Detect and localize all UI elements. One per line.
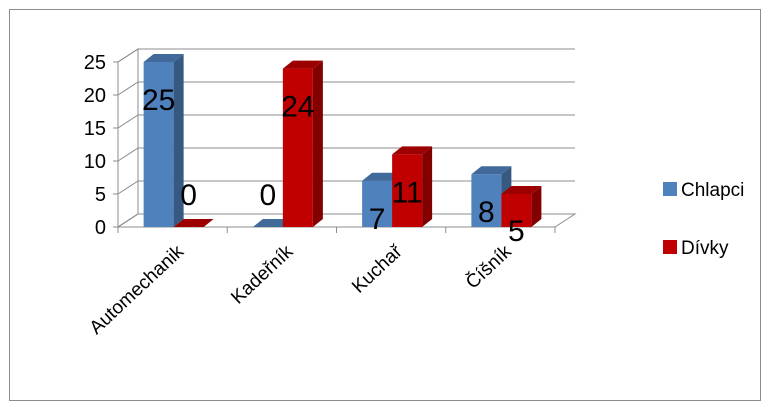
y-tick-label: 25: [84, 52, 106, 74]
bar-top: [501, 186, 542, 194]
bar-front: [282, 68, 313, 227]
x-axis: Automechanik Kadeřník Kuchař Číšník: [86, 227, 556, 339]
gridline: [117, 81, 575, 96]
y-tick-label: 0: [95, 217, 106, 239]
legend-label: Dívky: [681, 238, 729, 259]
data-label: 25: [142, 84, 175, 117]
data-label: 0: [180, 179, 197, 212]
bar-top: [282, 60, 323, 69]
bar-dívky: [173, 219, 214, 227]
bar-front: [143, 62, 174, 227]
bar-top: [392, 146, 433, 155]
gridline: [117, 48, 575, 63]
bar-side: [312, 60, 323, 227]
bar-front: [362, 180, 393, 227]
legend: Chlapci Dívky: [663, 180, 744, 259]
bar-top: [471, 166, 512, 175]
x-category-label: Kadeřník: [227, 241, 297, 309]
data-label: 11: [392, 176, 423, 209]
bar-top: [173, 219, 214, 227]
y-tick-label: 5: [95, 184, 106, 206]
data-label: 7: [369, 203, 386, 236]
legend-swatch: [663, 182, 677, 196]
y-tick-label: 20: [84, 85, 106, 107]
bar-front: [471, 174, 502, 227]
bar-dívky: [501, 186, 542, 227]
x-category-label: Číšník: [461, 240, 516, 293]
bar-side: [173, 54, 184, 227]
legend-swatch: [663, 240, 677, 254]
bar-front: [501, 194, 532, 227]
x-category-label: Automechanik: [86, 241, 189, 339]
gridline: [117, 114, 575, 129]
bar-top: [143, 54, 184, 62]
legend-label: Chlapci: [681, 180, 744, 201]
data-label: 24: [281, 91, 314, 124]
chart-frame: [9, 9, 761, 401]
data-labels: 25 0 7 8 0 24 11 5: [142, 84, 525, 248]
x-category-label: Kuchař: [348, 241, 407, 298]
y-tick-label: 10: [84, 151, 106, 173]
bar-dívky: [392, 146, 433, 227]
y-axis: 0 5 10 15 20 25: [84, 52, 119, 239]
bars: [143, 54, 542, 227]
data-label: 8: [478, 196, 495, 229]
bar-side: [531, 186, 542, 227]
y-tick-label: 15: [84, 118, 106, 140]
side-wall: [117, 48, 139, 228]
data-label: 5: [508, 215, 525, 248]
bar-chlapci: [143, 54, 184, 227]
bar-front: [392, 154, 423, 227]
bar-dívky: [282, 60, 323, 227]
bar-side: [422, 146, 433, 227]
data-label: 0: [260, 179, 277, 212]
gridline: [117, 147, 575, 162]
